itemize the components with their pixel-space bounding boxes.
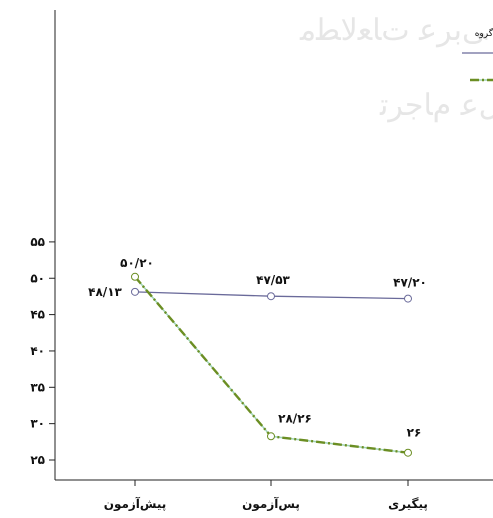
data-point	[131, 272, 139, 281]
x-tick-label: پیش‌آزمون	[104, 496, 167, 512]
series-line-drop-solid	[134, 276, 409, 454]
data-label: ۲۸/۲۶	[278, 411, 312, 425]
data-point	[404, 448, 412, 457]
data-point	[131, 287, 139, 296]
y-tick-label: ۵۵	[30, 235, 45, 249]
watermark-text: ﻡﻭﻝﻋ ﻡﺎﺟﺮﺗ	[379, 88, 493, 123]
series-group	[131, 272, 412, 457]
legend-title: گروه	[475, 27, 493, 39]
series-line-drop	[134, 276, 409, 454]
axes: ۲۵ ۳۰ ۳۵ ۴۰ ۴۵ ۵۰ ۵۵ پیش‌آزمون پس‌آزمون پیگیری	[30, 10, 493, 512]
y-tick-label: ۵۰	[30, 271, 45, 285]
y-tick-label: ۴۵	[30, 308, 45, 322]
data-point	[267, 432, 275, 441]
y-tick-label: ۳۵	[30, 380, 45, 394]
data-labels: ۴۸/۱۳ ۴۷/۵۳ ۴۷/۲۰ ۵۰/۲۰ ۲۸/۲۶ ۲۶	[88, 256, 427, 440]
y-tick-label: ۳۰	[30, 417, 45, 431]
data-label: ۵۰/۲۰	[120, 256, 154, 270]
data-label: ۴۷/۵۳	[256, 273, 290, 287]
watermark: ﯽﺑﺮﻋ ﺕﺎﻌﻟﺎﻄﻣ ﻡﻭﻝﻋ ﻡﺎﺟﺮﺗ	[299, 13, 493, 123]
data-point	[267, 292, 275, 301]
legend: گروه	[462, 27, 493, 82]
y-tick-label: ۲۵	[30, 453, 45, 467]
data-label: ۴۸/۱۳	[88, 285, 122, 299]
data-point	[404, 294, 412, 303]
data-label: ۴۷/۲۰	[393, 276, 427, 290]
watermark-text: ﯽﺑﺮﻋ ﺕﺎﻌﻟﺎﻄﻣ	[299, 13, 488, 48]
x-tick-label: پیگیری	[388, 497, 428, 511]
x-tick-label: پس‌آزمون	[242, 496, 300, 512]
y-tick-label: ۴۰	[30, 344, 45, 358]
data-label: ۲۶	[407, 426, 422, 440]
